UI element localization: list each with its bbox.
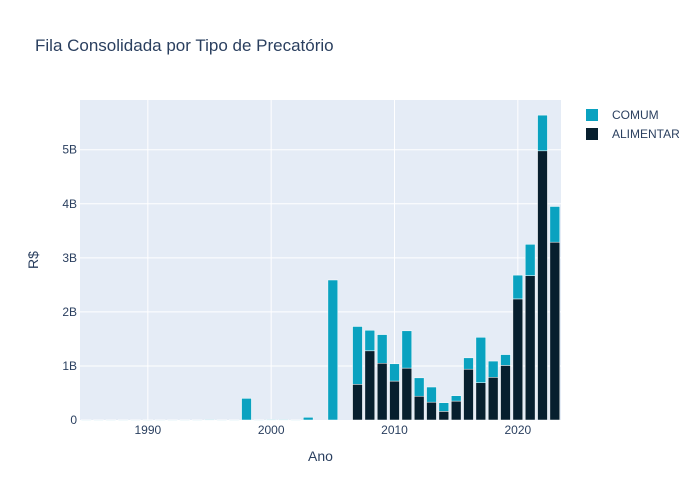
bar-alimentar-2020 — [512, 298, 524, 421]
bar-alimentar-2011 — [401, 367, 413, 421]
y-tick-label: 1B — [62, 359, 77, 373]
bars — [80, 114, 561, 421]
bar-comum-2020 — [512, 274, 524, 300]
bar-comum-1989 — [130, 419, 141, 421]
bar-comum-2019 — [500, 354, 511, 366]
bar-comum-2001 — [278, 419, 289, 421]
bar-comum-2014 — [438, 402, 450, 412]
grid-lines — [80, 100, 561, 420]
legend-label-alimentar: ALIMENTAR — [612, 127, 680, 141]
bar-comum-1998 — [241, 398, 252, 421]
bar-alimentar-2014 — [438, 411, 450, 421]
y-tick-label: 5B — [62, 143, 77, 157]
x-tick-label: 2020 — [504, 423, 531, 437]
bar-comum-2015 — [450, 395, 462, 402]
bar-alimentar-2009 — [376, 362, 388, 421]
x-tick-label: 2010 — [381, 423, 408, 437]
bar-comum-1993 — [179, 419, 191, 421]
legend-label-comum: COMUM — [612, 108, 659, 122]
bar-comum-1997 — [228, 419, 240, 421]
bar-comum-1995 — [204, 419, 215, 421]
bar-alimentar-2021 — [524, 275, 536, 421]
bar-comum-1996 — [216, 419, 228, 421]
bar-alimentar-2017 — [475, 382, 487, 421]
bar-comum-2013 — [426, 386, 437, 403]
bar-comum-2011 — [401, 330, 413, 369]
bar-alimentar-2013 — [426, 401, 437, 421]
bar-comum-1988 — [117, 419, 129, 421]
bar-comum-2017 — [475, 337, 487, 383]
bar-alimentar-2016 — [463, 368, 474, 421]
bar-comum-2000 — [265, 419, 277, 421]
bar-alimentar-2008 — [364, 350, 376, 421]
bar-alimentar-2007 — [352, 384, 363, 421]
bar-comum-1985 — [80, 419, 92, 421]
bar-comum-1999 — [253, 419, 265, 421]
x-tick-label: 1990 — [134, 423, 161, 437]
y-axis-ticks: 0 1B 2B 3B 4B 5B — [62, 143, 77, 427]
bar-comum-2023 — [549, 206, 561, 243]
bar-comum-2005 — [327, 279, 339, 421]
bar-alimentar-2023 — [549, 241, 561, 421]
bar-alimentar-2022 — [537, 150, 548, 421]
legend-swatch-alimentar — [586, 128, 598, 140]
y-tick-label: 2B — [62, 305, 77, 319]
bar-comum-2021 — [524, 244, 536, 276]
x-tick-label: 2000 — [258, 423, 285, 437]
chart-title: Fila Consolidada por Tipo de Precatório — [35, 36, 334, 55]
y-axis-title: R$ — [25, 251, 41, 269]
x-axis-ticks: 1990 2000 2010 2020 — [134, 423, 531, 437]
legend: COMUM ALIMENTAR — [586, 108, 680, 141]
bar-alimentar-2015 — [450, 400, 462, 421]
bar-alimentar-2012 — [413, 395, 425, 421]
bar-comum-1987 — [105, 419, 117, 421]
bar-comum-1991 — [154, 419, 166, 421]
legend-swatch-comum — [586, 109, 598, 121]
bar-comum-2009 — [376, 334, 388, 364]
bar-comum-1990 — [142, 419, 154, 421]
bar-comum-2018 — [487, 360, 499, 378]
bar-comum-2007 — [352, 326, 363, 385]
bar-alimentar-2010 — [389, 380, 400, 421]
bar-alimentar-2019 — [500, 365, 511, 421]
y-tick-label: 3B — [62, 251, 77, 265]
bar-comum-2003 — [302, 417, 314, 421]
bar-comum-2008 — [364, 330, 376, 352]
bar-comum-1994 — [191, 419, 203, 421]
x-axis-title: Ano — [308, 448, 333, 464]
bar-comum-2002 — [290, 419, 302, 421]
y-tick-label: 4B — [62, 197, 77, 211]
bar-comum-2022 — [537, 114, 548, 152]
bar-comum-2012 — [413, 377, 425, 397]
bar-alimentar-2018 — [487, 377, 499, 421]
bar-comum-2010 — [389, 363, 400, 382]
bar-comum-2016 — [463, 357, 474, 370]
y-tick-label: 0 — [70, 413, 77, 427]
bar-comum-1986 — [93, 419, 104, 421]
bar-comum-1992 — [167, 419, 178, 421]
